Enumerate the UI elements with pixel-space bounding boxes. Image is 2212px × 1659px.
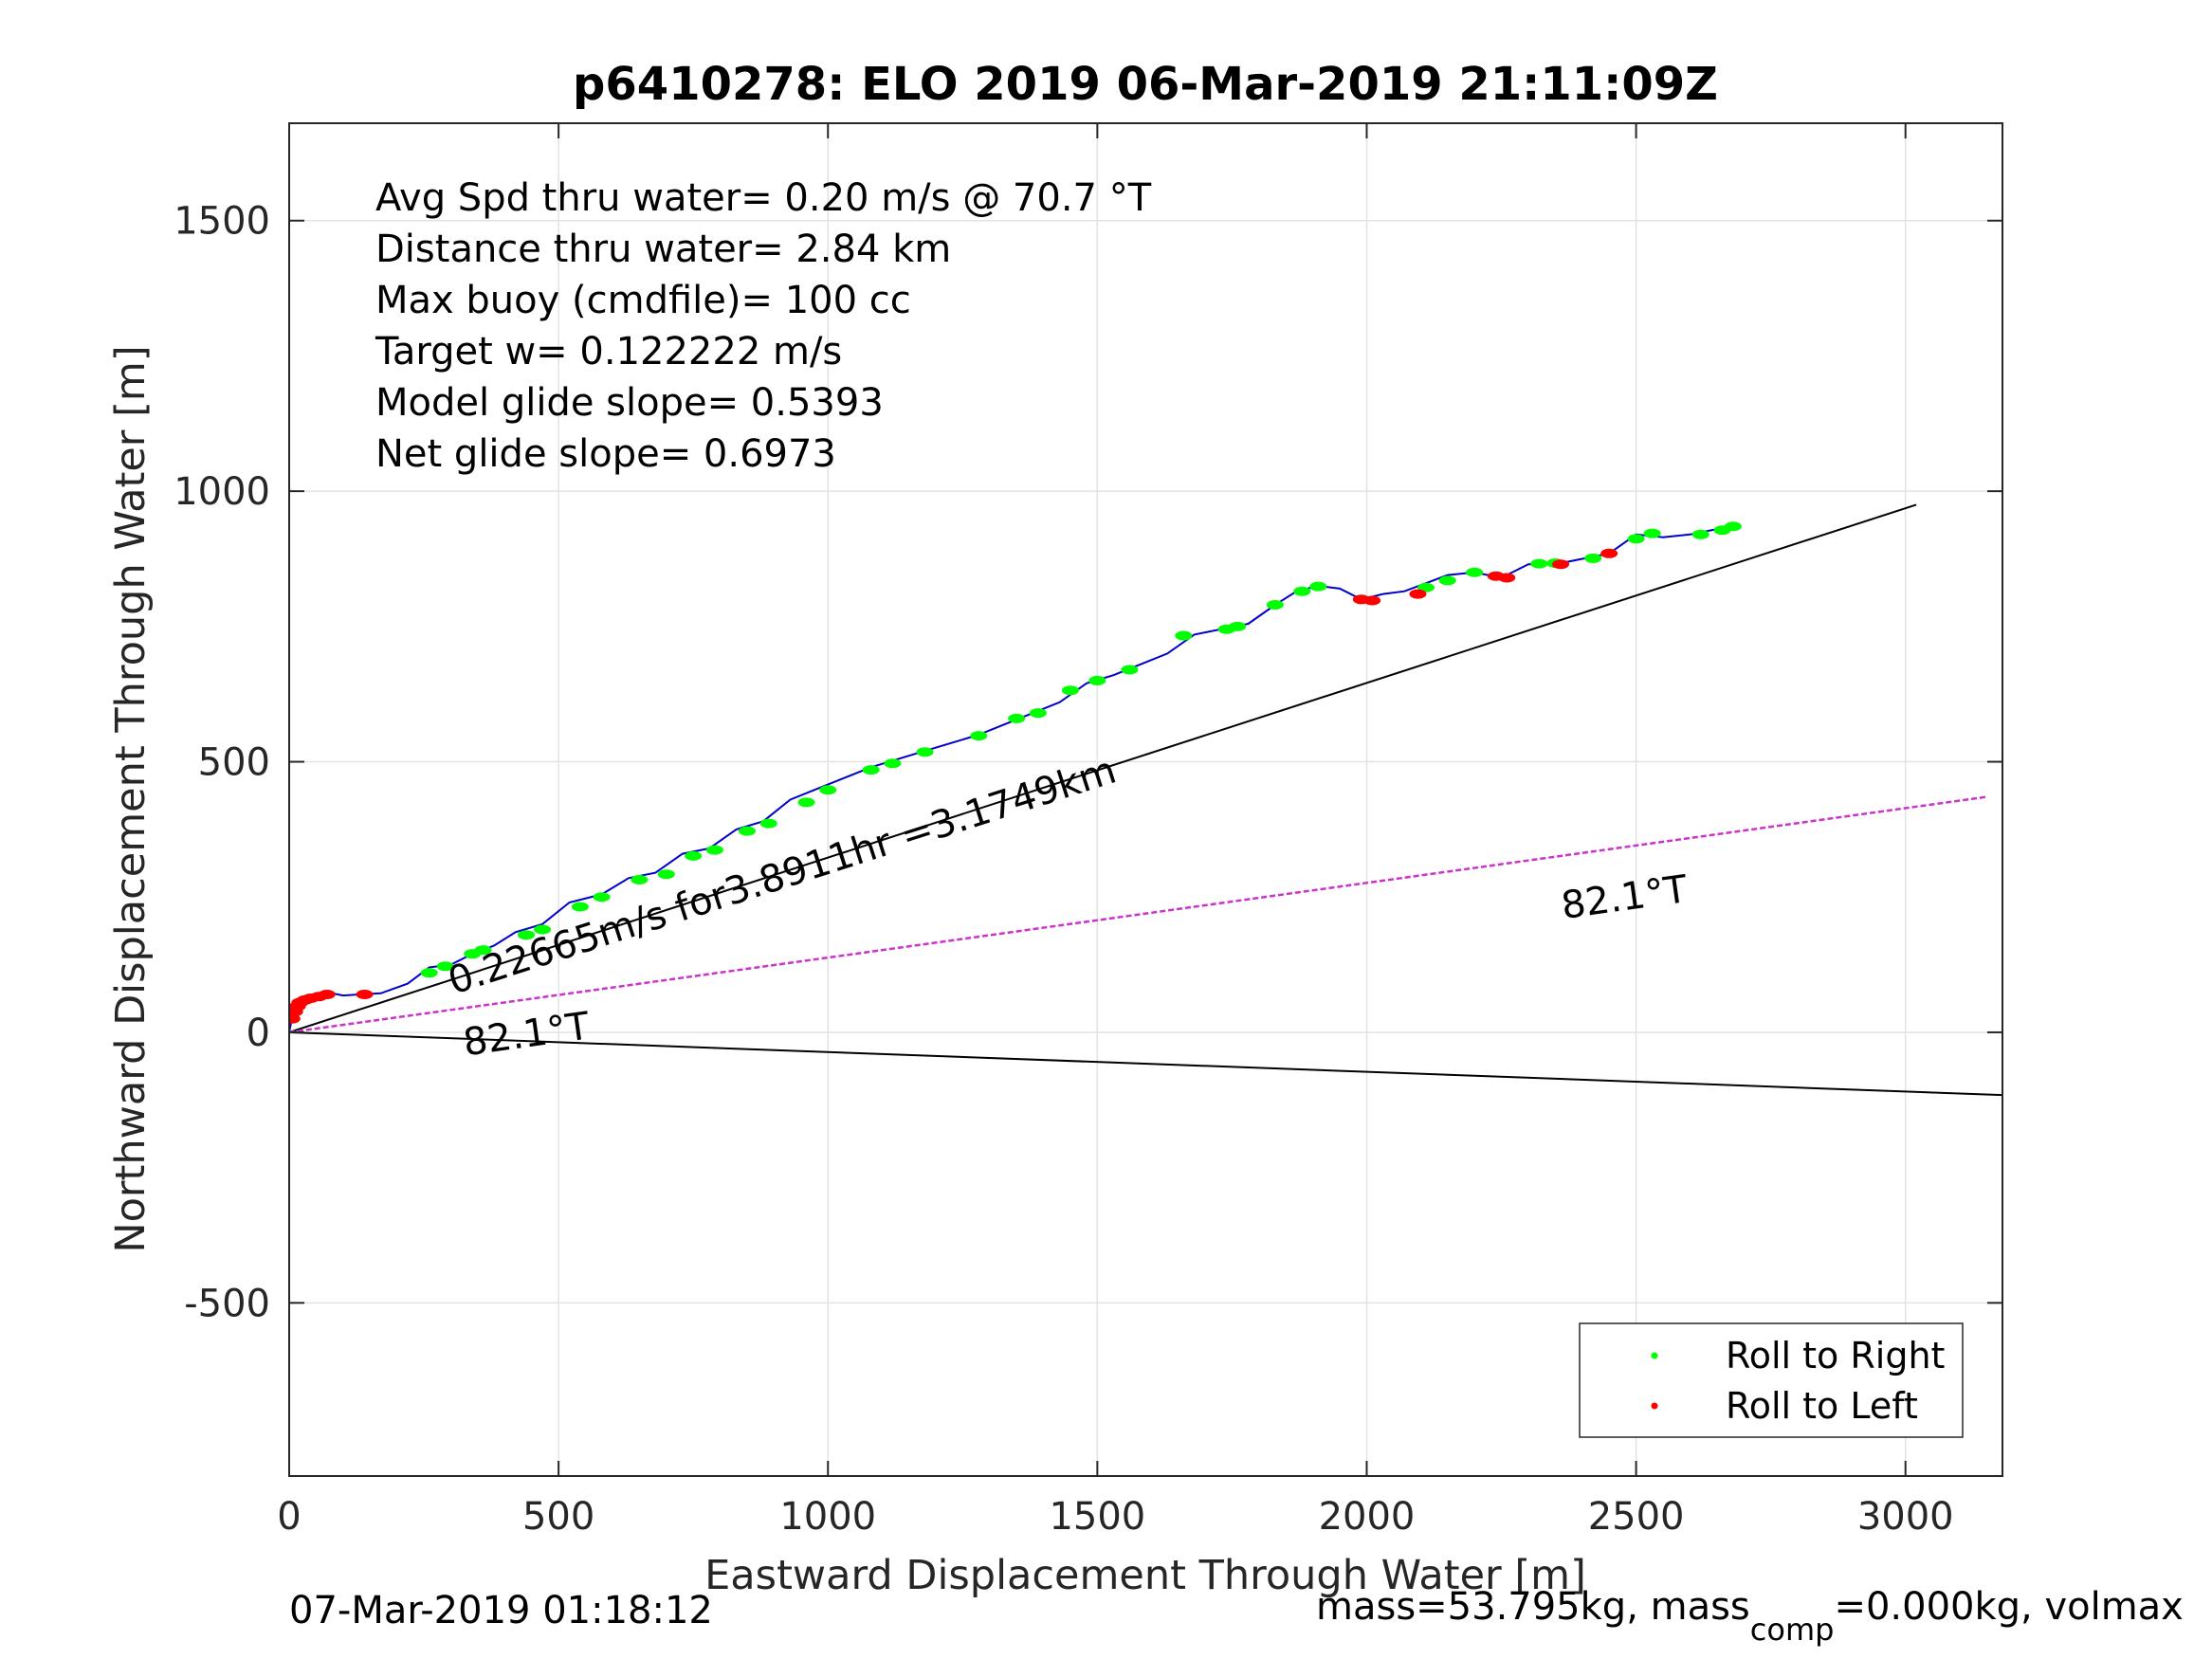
mass-subscript: comp	[1750, 1612, 1835, 1648]
roll-right-point	[518, 930, 536, 940]
legend-label-roll-left: Roll to Left	[1726, 1385, 1918, 1427]
stats-line: Net glide slope= 0.6973	[375, 432, 836, 476]
x-tick-label: 1000	[779, 1495, 876, 1539]
reference-lines	[289, 503, 2002, 1097]
roll-right-point	[1466, 567, 1484, 577]
roll-right-point	[1309, 581, 1327, 592]
legend-box	[1579, 1322, 1964, 1438]
roll-right-point	[1438, 575, 1456, 586]
roll-right-point	[1724, 521, 1742, 532]
roll-left-point	[1363, 595, 1381, 606]
roll-left-point	[356, 989, 374, 999]
roll-right-point	[1088, 675, 1106, 685]
x-tick-label: 2500	[1588, 1495, 1685, 1539]
bound-line	[289, 1030, 2002, 1097]
footer-mass-info: mass=53.795kg, masscomp=0.000kg, volmax	[1316, 1585, 2184, 1648]
tick-labels: 0 500 1000 1500 2000 2500 3000 -500 0 500 1000 1500	[174, 200, 1953, 1539]
stats-line: Avg Spd thru water= 0.20 m/s @ 70.7 °T	[375, 176, 1152, 220]
roll-right-point	[1627, 534, 1645, 544]
x-tick-label: 500	[522, 1495, 594, 1539]
stats-line: Target w= 0.122222 m/s	[375, 330, 842, 374]
roll-right-point	[819, 785, 837, 795]
roll-left-point	[1600, 548, 1618, 558]
roll-right-point	[1061, 685, 1079, 696]
roll-right-point	[759, 818, 777, 829]
roll-right-point	[797, 797, 815, 808]
roll-right-point	[593, 892, 611, 902]
roll-right-point	[884, 758, 902, 769]
roll-right-point	[970, 731, 988, 741]
y-tick-label: 1500	[174, 200, 270, 244]
mass-prefix: mass=53.795kg, mass	[1316, 1585, 1750, 1629]
roll-right-point	[1121, 665, 1139, 675]
roll-right-point	[474, 945, 492, 956]
axis-ticks	[288, 123, 2002, 1476]
x-tick-label: 1500	[1049, 1495, 1145, 1539]
roll-right-point	[657, 869, 675, 880]
legend: Roll to Right Roll to Left	[1579, 1322, 1964, 1438]
roll-right-point	[705, 845, 723, 855]
roll-points	[289, 521, 1742, 1024]
mass-suffix: =0.000kg, volmax	[1834, 1585, 2183, 1629]
x-tick-label: 0	[277, 1495, 301, 1539]
plot-frame	[288, 122, 2003, 1477]
y-axis-label: Northward Displacement Through Water [m]	[107, 345, 155, 1252]
stats-line: Max buoy (cmdfile)= 100 cc	[375, 279, 911, 322]
chart-title: p6410278: ELO 2019 06-Mar-2019 21:11:09Z	[573, 58, 1718, 111]
y-tick-label: 500	[198, 741, 270, 785]
roll-left-point	[1409, 589, 1427, 599]
roll-right-point	[1229, 621, 1247, 631]
roll-right-point	[862, 765, 880, 775]
roll-left-point	[318, 989, 336, 999]
y-tick-label: 1000	[174, 470, 270, 514]
stats-line: Model glide slope= 0.5393	[375, 381, 884, 425]
roll-right-point	[685, 850, 703, 861]
roll-right-point	[420, 968, 438, 978]
roll-left-point	[1498, 573, 1516, 583]
roll-right-point	[1643, 528, 1661, 538]
roll-right-point	[1266, 600, 1284, 611]
roll-right-point	[436, 961, 454, 972]
bound-line	[289, 503, 1917, 1033]
x-tick-label: 3000	[1857, 1495, 1954, 1539]
roll-right-point	[1584, 553, 1602, 563]
roll-right-point	[631, 874, 649, 884]
stats-line: Distance thru water= 2.84 km	[375, 228, 951, 271]
legend-marker-roll-right	[1651, 1352, 1658, 1359]
legend-label-roll-right: Roll to Right	[1726, 1335, 1945, 1376]
stats-block: Avg Spd thru water= 0.20 m/s @ 70.7 °T Di…	[375, 176, 1152, 476]
x-axis-label: Eastward Displacement Through Water [m]	[704, 1552, 1586, 1599]
roll-right-point	[571, 902, 589, 912]
y-tick-label: 0	[247, 1012, 270, 1055]
legend-marker-roll-left	[1651, 1402, 1658, 1410]
roll-right-point	[739, 826, 757, 836]
roll-right-point	[1293, 586, 1311, 596]
roll-right-point	[534, 924, 552, 935]
footer-timestamp: 07-Mar-2019 01:18:12	[289, 1589, 713, 1632]
roll-left-point	[289, 1013, 301, 1024]
roll-right-point	[916, 747, 934, 757]
heading-line	[289, 795, 1987, 1034]
roll-right-point	[1029, 708, 1047, 719]
roll-right-point	[1530, 558, 1548, 569]
roll-left-point	[1552, 559, 1570, 570]
roll-right-point	[1008, 713, 1026, 723]
x-tick-label: 2000	[1319, 1495, 1416, 1539]
plot-area	[289, 123, 2002, 1476]
roll-right-point	[1691, 529, 1709, 539]
y-tick-label: -500	[184, 1282, 270, 1325]
grid	[288, 123, 2002, 1476]
roll-right-point	[1175, 630, 1193, 641]
